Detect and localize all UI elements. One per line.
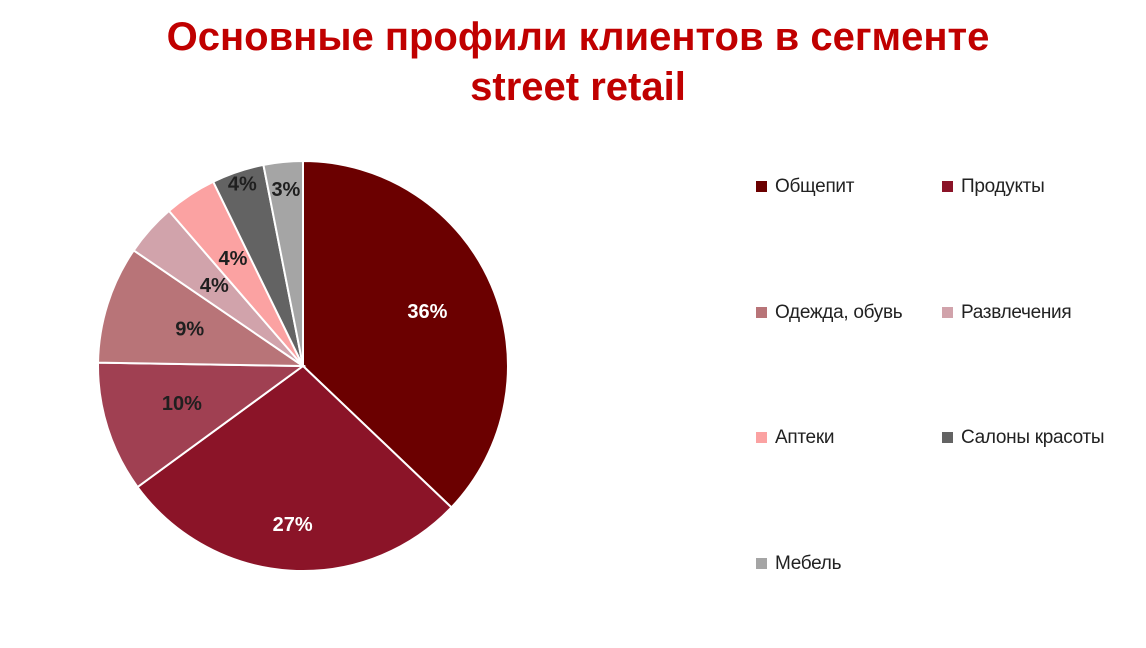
legend-item: Мебель — [756, 553, 842, 574]
chart-title: Основные профили клиентов в сегменте str… — [0, 12, 1146, 112]
slice-label: 4% — [228, 174, 257, 196]
slice-label: 10% — [162, 393, 202, 415]
chart-title-line-1: Основные профили клиентов в сегменте — [166, 15, 990, 59]
pie-slice-series-8 — [262, 159, 304, 367]
legend-swatch — [756, 432, 767, 443]
legend-label: Развлечения — [961, 302, 1071, 323]
pie-slice-одежда-обувь — [97, 361, 306, 489]
legend-item: Общепит — [756, 176, 855, 197]
slice-label: 9% — [175, 318, 204, 340]
legend-swatch — [942, 432, 953, 443]
legend-swatch — [942, 307, 953, 318]
legend-item: Одежда, обувь — [756, 302, 903, 323]
legend-item: Продукты — [942, 176, 1045, 197]
legend-swatch — [756, 307, 767, 318]
slice-labels: 36% 27% 10% 9% 4% 4% 4% 3% — [162, 174, 448, 536]
slice-label: 4% — [219, 248, 248, 270]
slice-label: 27% — [273, 514, 313, 536]
legend-swatch — [756, 558, 767, 569]
legend-item: Салоны красоты — [942, 427, 1105, 448]
legend-label: Мебель — [775, 553, 842, 574]
chart-title-line-2: street retail — [470, 65, 686, 109]
legend: Общепит Продукты Одежда, обувь Развлечения А… — [756, 176, 1105, 574]
legend-label: Продукты — [961, 176, 1044, 197]
pie-slice-общепит — [302, 159, 509, 509]
legend-swatch — [942, 181, 953, 192]
legend-label: Одежда, обувь — [775, 302, 903, 323]
legend-label: Салоны красоты — [961, 427, 1104, 448]
slice-label: 3% — [271, 179, 300, 201]
legend-label: Аптеки — [775, 427, 834, 448]
legend-swatch — [756, 181, 767, 192]
slice-label: 36% — [407, 301, 447, 323]
legend-item: Развлечения — [942, 302, 1072, 323]
slice-label: 4% — [200, 275, 229, 297]
legend-label: Общепит — [775, 176, 855, 197]
pie-slice-продукты — [136, 364, 453, 572]
pie-slices — [97, 159, 509, 572]
pie-slice-развлечения — [97, 249, 307, 368]
legend-item: Аптеки — [756, 427, 834, 448]
